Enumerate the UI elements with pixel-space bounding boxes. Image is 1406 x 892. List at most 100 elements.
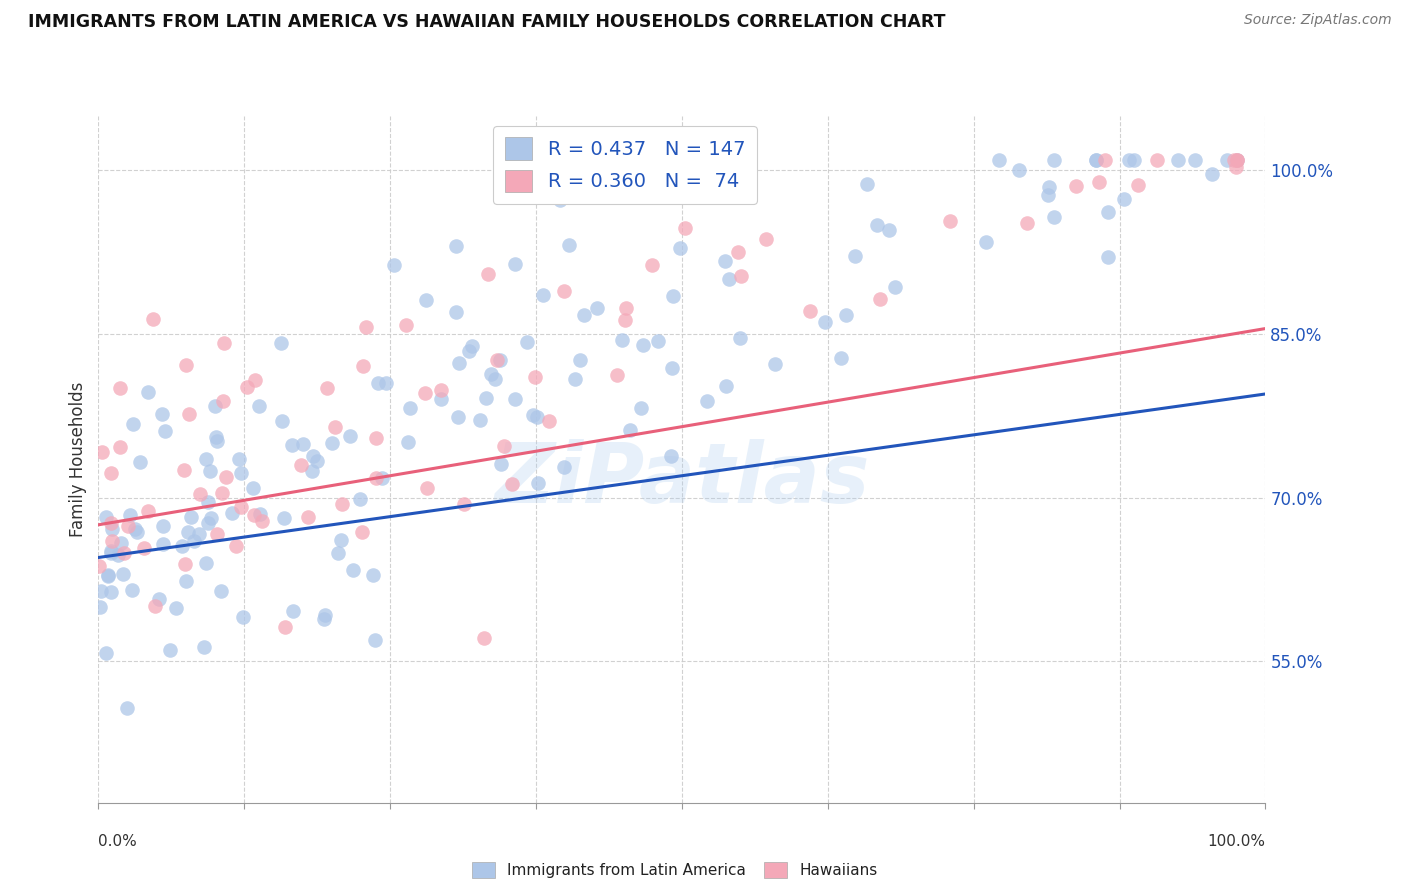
Point [444, 305, 467, 319]
Point [281, 437, 304, 451]
Point [89, 600, 111, 615]
Point [501, 476, 523, 491]
Point [118, 508, 141, 523]
Point [198, 464, 221, 478]
Point [177, 408, 200, 422]
Point [866, 218, 889, 232]
Point [470, 412, 492, 426]
Point [122, 417, 145, 432]
Point [717, 272, 740, 286]
Point [763, 358, 786, 372]
Point [301, 449, 323, 463]
Point [371, 471, 394, 485]
Point [415, 481, 437, 495]
Point [548, 193, 571, 207]
Point [564, 372, 586, 386]
Point [396, 435, 419, 450]
Point [1112, 192, 1135, 206]
Point [205, 434, 228, 449]
Text: ZiPatlas: ZiPatlas [494, 440, 870, 521]
Point [100, 522, 122, 536]
Point [165, 601, 187, 615]
Point [97, 567, 120, 582]
Point [197, 516, 219, 531]
Point [1226, 153, 1249, 167]
Point [472, 631, 495, 645]
Point [205, 526, 228, 541]
Point [444, 239, 467, 253]
Point [174, 574, 197, 588]
Point [413, 386, 436, 401]
Point [136, 503, 159, 517]
Point [479, 367, 502, 381]
Point [835, 308, 858, 322]
Point [205, 429, 228, 443]
Point [197, 494, 219, 508]
Text: IMMIGRANTS FROM LATIN AMERICA VS HAWAIIAN FAMILY HOUSEHOLDS CORRELATION CHART: IMMIGRANTS FROM LATIN AMERICA VS HAWAIIA… [28, 13, 946, 31]
Point [475, 391, 498, 405]
Point [352, 525, 374, 540]
Point [148, 591, 170, 606]
Point [101, 533, 124, 548]
Point [1128, 178, 1150, 192]
Point [558, 238, 581, 252]
Point [714, 378, 737, 392]
Point [90, 444, 112, 458]
Point [1118, 153, 1140, 167]
Point [727, 244, 749, 259]
Point [204, 399, 226, 413]
Point [830, 351, 852, 366]
Point [170, 539, 193, 553]
Point [457, 343, 479, 358]
Y-axis label: Family Households: Family Households [69, 382, 87, 537]
Point [1042, 211, 1064, 225]
Point [844, 249, 866, 263]
Point [523, 369, 546, 384]
Point [180, 510, 202, 524]
Point [325, 420, 347, 434]
Point [503, 257, 526, 271]
Point [730, 268, 752, 283]
Point [1097, 205, 1119, 219]
Point [107, 548, 129, 562]
Point [415, 293, 437, 307]
Point [1036, 187, 1059, 202]
Point [661, 360, 683, 375]
Point [1094, 153, 1116, 167]
Point [586, 301, 609, 316]
Point [755, 232, 778, 246]
Point [243, 373, 266, 387]
Point [291, 437, 314, 451]
Point [271, 414, 294, 428]
Point [354, 320, 377, 334]
Point [399, 401, 422, 415]
Point [221, 506, 243, 520]
Point [553, 459, 575, 474]
Point [364, 471, 387, 485]
Legend: Immigrants from Latin America, Hawaiians: Immigrants from Latin America, Hawaiians [465, 856, 884, 884]
Point [613, 313, 636, 327]
Point [209, 584, 232, 599]
Point [194, 556, 217, 570]
Point [142, 311, 165, 326]
Point [115, 701, 138, 715]
Legend: R = 0.437   N = 147, R = 0.360   N =  74: R = 0.437 N = 147, R = 0.360 N = 74 [494, 126, 756, 203]
Point [152, 537, 174, 551]
Point [1201, 167, 1223, 181]
Point [193, 640, 215, 654]
Point [1146, 153, 1168, 167]
Point [326, 546, 349, 560]
Point [200, 511, 222, 525]
Point [696, 394, 718, 409]
Point [364, 633, 387, 648]
Point [647, 334, 669, 349]
Point [361, 568, 384, 582]
Point [447, 410, 470, 425]
Point [274, 620, 297, 634]
Point [1223, 153, 1246, 167]
Point [100, 544, 122, 558]
Point [183, 534, 205, 549]
Point [669, 241, 692, 255]
Point [212, 393, 235, 408]
Point [315, 381, 337, 395]
